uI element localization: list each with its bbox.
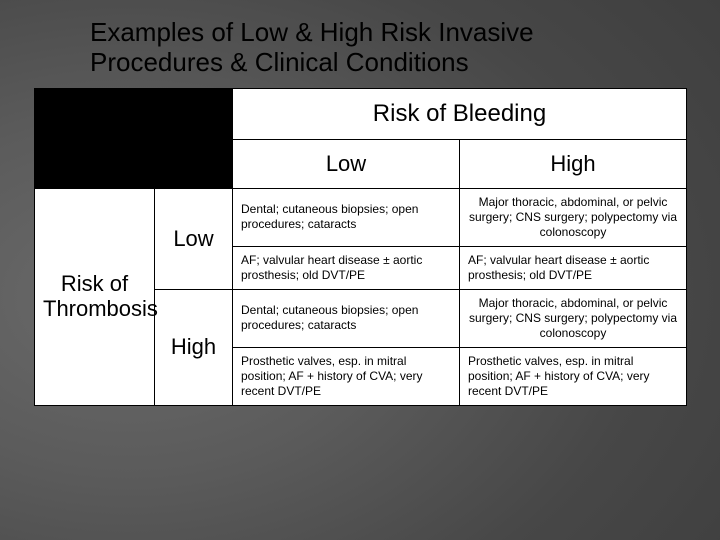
cell-high-high-b: Prosthetic valves, esp. in mitral positi… (460, 347, 687, 405)
rowlabel-high: High (155, 289, 233, 405)
header-bleeding: Risk of Bleeding (233, 89, 687, 140)
cell-high-low-a: Dental; cutaneous biopsies; open procedu… (233, 289, 460, 347)
table-row: Risk of Bleeding (35, 89, 687, 140)
corner-blank (35, 89, 233, 189)
header-high-col: High (460, 140, 687, 189)
cell-low-high-b: AF; valvular heart disease ± aortic pros… (460, 246, 687, 289)
slide-title: Examples of Low & High Risk Invasive Pro… (90, 18, 650, 78)
slide: Examples of Low & High Risk Invasive Pro… (0, 0, 720, 540)
cell-low-low-a: Dental; cutaneous biopsies; open procedu… (233, 188, 460, 246)
cell-high-high-a: Major thoracic, abdominal, or pelvic sur… (460, 289, 687, 347)
header-low-col: Low (233, 140, 460, 189)
cell-low-high-a: Major thoracic, abdominal, or pelvic sur… (460, 188, 687, 246)
side-thrombosis: Risk of Thrombosis (35, 188, 155, 405)
rowlabel-low: Low (155, 188, 233, 289)
risk-table: Risk of Bleeding Low High Risk of Thromb… (34, 88, 687, 406)
cell-low-low-b: AF; valvular heart disease ± aortic pros… (233, 246, 460, 289)
cell-high-low-b: Prosthetic valves, esp. in mitral positi… (233, 347, 460, 405)
table-row: Risk of Thrombosis Low Dental; cutaneous… (35, 188, 687, 246)
